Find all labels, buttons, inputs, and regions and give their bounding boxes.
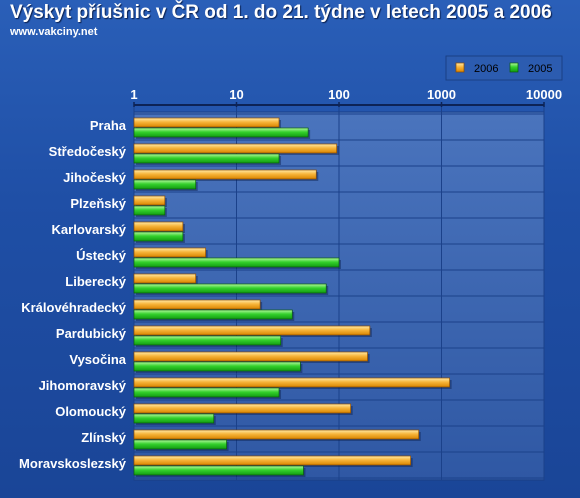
- legend-label: 2005: [528, 63, 552, 75]
- bar-2005: [133, 335, 282, 346]
- bar-2005: [133, 127, 309, 138]
- category-label: Ústecký: [76, 248, 127, 263]
- bar-2006: [133, 195, 166, 206]
- category-label: Jihomoravský: [39, 378, 127, 393]
- legend-swatch: [455, 62, 465, 73]
- bar-2005: [133, 153, 280, 164]
- bar-2005: [133, 413, 215, 424]
- x-tick-label: 100: [328, 87, 350, 102]
- bar-2006: [133, 221, 184, 232]
- category-label: Vysočina: [69, 352, 126, 367]
- bar-2006: [133, 429, 420, 440]
- plot-area: 1 10 100 1000 10000 Praha Středočeský Jihočeský…: [19, 87, 562, 481]
- category-label: Pardubický: [56, 326, 127, 341]
- category-label: Středočeský: [49, 144, 127, 159]
- bar-2005: [133, 179, 197, 190]
- category-label: Jihočeský: [63, 170, 127, 185]
- source-url: www.vakciny.net: [10, 26, 98, 38]
- bar-2005: [133, 309, 293, 320]
- legend-label: 2006: [474, 63, 498, 75]
- legend-box: [445, 55, 563, 81]
- bar-2005: [133, 387, 280, 398]
- bar-2005: [133, 257, 340, 268]
- category-label: Karlovarský: [52, 222, 127, 237]
- category-label: Liberecký: [65, 274, 126, 289]
- x-tick-label: 1: [130, 87, 137, 102]
- bar-2005: [133, 361, 301, 372]
- x-tick-label: 10: [229, 87, 243, 102]
- bar-2006: [133, 325, 371, 336]
- legend: 2006 2005: [445, 55, 563, 81]
- bar-2006: [133, 117, 280, 128]
- bar-2006: [133, 351, 368, 362]
- category-label: Praha: [90, 118, 127, 133]
- category-label: Olomoucký: [55, 404, 127, 419]
- chart-title: Výskyt příušnic v ČR od 1. do 21. týdne …: [10, 2, 552, 23]
- x-tick-label: 1000: [427, 87, 456, 102]
- x-tick-label: 10000: [526, 87, 562, 102]
- bar-2006: [133, 143, 338, 154]
- bar-2006: [133, 377, 450, 388]
- bar-2006: [133, 169, 317, 180]
- bar-2006: [133, 247, 206, 258]
- category-label: Zlínský: [81, 430, 127, 445]
- legend-swatch: [509, 62, 519, 73]
- bar-2005: [133, 205, 166, 216]
- category-label: Moravskoslezský: [19, 456, 127, 471]
- bar-2006: [133, 273, 197, 284]
- category-label: Plzeňský: [70, 196, 126, 211]
- bar-2006: [133, 299, 261, 310]
- bar-2005: [133, 439, 227, 450]
- bar-2006: [133, 455, 411, 466]
- bar-2005: [133, 283, 327, 294]
- bar-2006: [133, 403, 352, 414]
- bar-2005: [133, 231, 184, 242]
- category-label: Královéhradecký: [21, 300, 127, 315]
- bar-2005: [133, 465, 304, 476]
